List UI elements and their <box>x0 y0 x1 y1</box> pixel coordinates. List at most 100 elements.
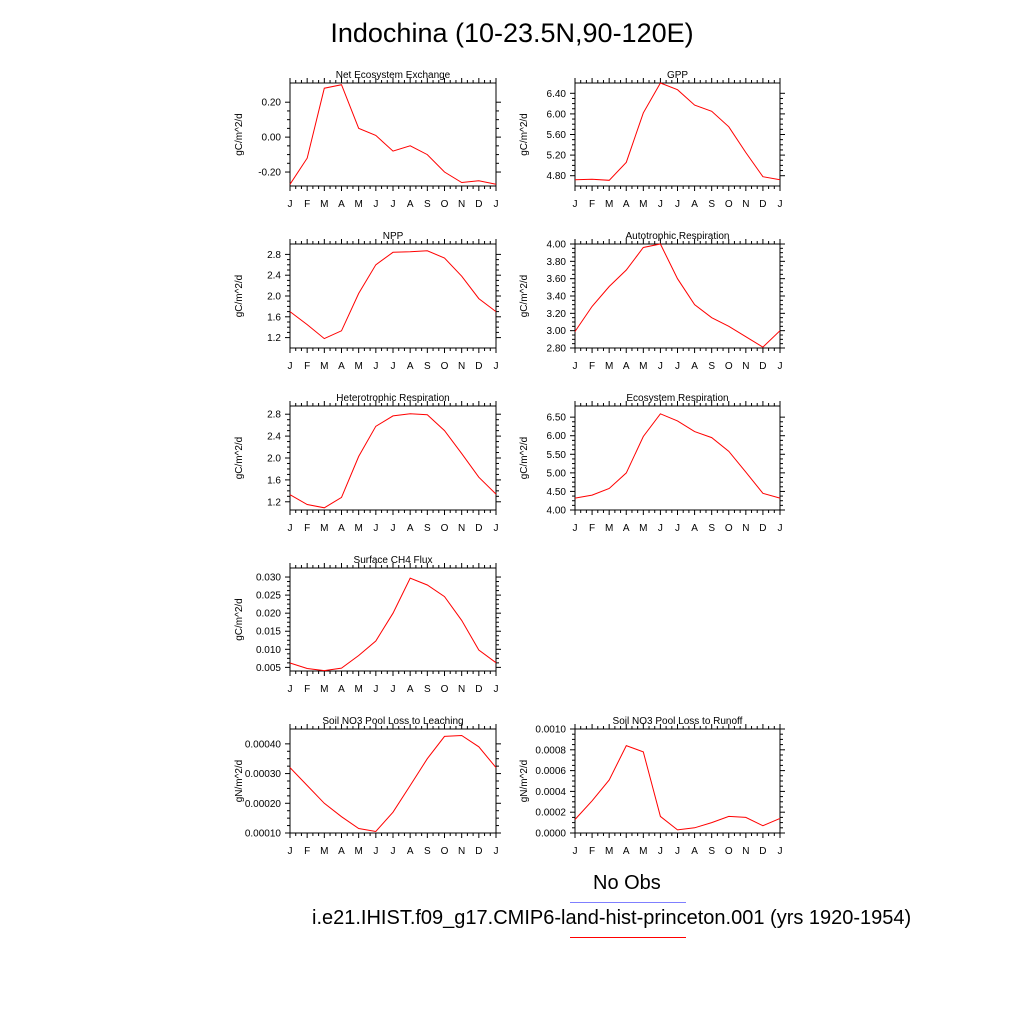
x-tick-label: D <box>475 684 482 695</box>
x-tick-label: M <box>639 846 647 857</box>
chart-title: GPP <box>667 70 688 81</box>
x-tick-label: D <box>475 199 482 210</box>
x-tick-label: J <box>391 846 396 857</box>
x-tick-label: F <box>304 523 310 534</box>
x-tick-label: F <box>589 361 595 372</box>
chart-title: Heterotrophic Respiration <box>336 393 449 404</box>
x-tick-label: M <box>605 846 613 857</box>
x-tick-label: S <box>424 361 431 372</box>
x-tick-label: A <box>407 199 414 210</box>
x-tick-label: F <box>304 684 310 695</box>
y-tick-label: 0.020 <box>256 609 281 620</box>
x-tick-label: S <box>708 361 715 372</box>
x-tick-label: O <box>725 361 733 372</box>
y-tick-label: 1.6 <box>267 312 281 323</box>
x-tick-label: F <box>304 846 310 857</box>
chart-title: Surface CH4 Flux <box>354 555 433 566</box>
plot-frame <box>574 243 781 349</box>
y-tick-label: 6.00 <box>547 431 567 442</box>
legend-line-obs <box>570 902 686 903</box>
x-tick-label: J <box>288 846 293 857</box>
x-tick-label: S <box>424 846 431 857</box>
x-tick-label: J <box>391 361 396 372</box>
plot-frame <box>574 405 781 511</box>
y-tick-label: 2.8 <box>267 410 281 421</box>
x-tick-label: M <box>354 523 362 534</box>
y-tick-label: 6.00 <box>547 109 567 120</box>
series-line <box>574 744 781 831</box>
x-tick-label: A <box>623 846 630 857</box>
x-tick-label: J <box>391 199 396 210</box>
y-tick-label: 0.0000 <box>535 829 566 840</box>
x-tick-label: M <box>320 846 328 857</box>
x-tick-label: D <box>475 361 482 372</box>
x-tick-label: J <box>288 199 293 210</box>
x-tick-label: J <box>494 199 499 210</box>
x-tick-label: N <box>458 684 465 695</box>
legend-label-model: i.e21.IHIST.f09_g17.CMIP6-land-hist-prin… <box>312 907 912 929</box>
series-line <box>289 413 497 509</box>
y-tick-label: 5.60 <box>547 130 567 141</box>
x-tick-label: J <box>778 199 783 210</box>
x-tick-label: J <box>573 846 578 857</box>
x-tick-label: F <box>589 846 595 857</box>
x-tick-label: M <box>320 523 328 534</box>
y-tick-label: 3.80 <box>547 257 567 268</box>
x-tick-label: S <box>424 684 431 695</box>
y-tick-label: 0.00010 <box>245 829 282 840</box>
x-tick-label: J <box>494 846 499 857</box>
x-tick-label: A <box>691 523 698 534</box>
chart-title: Net Ecosystem Exchange <box>336 70 451 81</box>
x-tick-label: J <box>778 846 783 857</box>
x-tick-label: J <box>373 684 378 695</box>
y-tick-label: 0.20 <box>262 98 282 109</box>
x-tick-label: J <box>573 523 578 534</box>
x-tick-label: M <box>605 199 613 210</box>
x-tick-label: J <box>288 684 293 695</box>
y-tick-label: 3.00 <box>547 326 567 337</box>
x-tick-label: M <box>639 523 647 534</box>
x-tick-label: F <box>589 199 595 210</box>
y-tick-label: 2.8 <box>267 250 281 261</box>
y-axis-label: gC/m^2/d <box>519 437 530 480</box>
x-tick-label: F <box>589 523 595 534</box>
y-tick-label: 6.40 <box>547 89 567 100</box>
y-tick-label: 0.025 <box>256 591 281 602</box>
x-tick-label: A <box>338 361 345 372</box>
y-axis-label: gC/m^2/d <box>234 437 245 480</box>
x-tick-label: M <box>320 199 328 210</box>
x-tick-label: J <box>573 199 578 210</box>
y-axis-label: gN/m^2/d <box>519 760 530 803</box>
legend-label-obs: No Obs <box>593 872 661 894</box>
y-tick-label: 3.60 <box>547 274 567 285</box>
x-tick-label: D <box>475 523 482 534</box>
y-tick-label: 2.0 <box>267 454 281 465</box>
x-tick-label: O <box>725 199 733 210</box>
x-tick-label: D <box>759 523 766 534</box>
x-tick-label: F <box>304 361 310 372</box>
y-tick-label: 1.2 <box>267 497 281 508</box>
x-tick-label: J <box>675 361 680 372</box>
y-axis-label: gC/m^2/d <box>234 598 245 641</box>
y-axis-label: gC/m^2/d <box>519 275 530 318</box>
plot-frame <box>289 82 497 187</box>
y-tick-label: 0.00040 <box>245 739 282 750</box>
x-tick-label: N <box>458 846 465 857</box>
x-tick-label: A <box>623 199 630 210</box>
x-tick-label: M <box>639 199 647 210</box>
chart-title: Ecosystem Respiration <box>626 393 728 404</box>
y-tick-label: 4.50 <box>547 487 567 498</box>
y-tick-label: 4.80 <box>547 171 567 182</box>
y-tick-label: -0.20 <box>258 168 281 179</box>
y-tick-label: 0.00020 <box>245 799 282 810</box>
x-tick-label: A <box>407 846 414 857</box>
page-title: Indochina (10-23.5N,90-120E) <box>330 18 694 48</box>
series-line <box>289 734 497 833</box>
y-tick-label: 0.030 <box>256 573 281 584</box>
plot-frame <box>574 728 781 834</box>
